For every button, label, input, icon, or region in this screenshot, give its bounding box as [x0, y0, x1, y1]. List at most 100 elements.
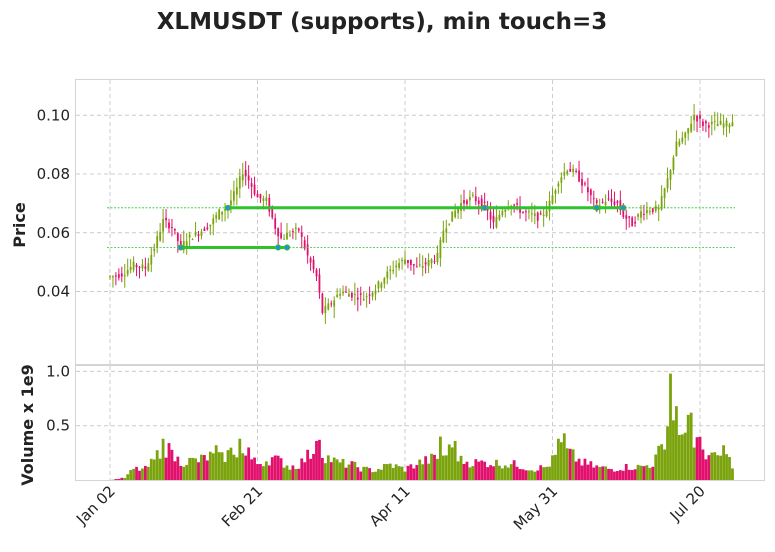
candle-body	[330, 303, 333, 305]
candle-body	[557, 183, 560, 187]
candle-body	[250, 183, 253, 187]
candle-body	[548, 200, 551, 212]
support-touch-point	[283, 244, 291, 251]
volume-bar	[495, 459, 498, 480]
volume-bar	[377, 469, 380, 480]
volume-bar	[554, 454, 557, 480]
volume-bar	[610, 469, 613, 480]
volume-bar	[565, 448, 569, 480]
candle-body	[584, 183, 586, 185]
volume-bar	[731, 468, 734, 480]
volume-bar	[480, 460, 484, 480]
candle-body	[705, 121, 707, 124]
candle-body	[221, 211, 223, 215]
volume-bar	[728, 457, 731, 480]
candle-body	[604, 201, 607, 206]
volume-bar	[146, 466, 150, 480]
candle-body	[247, 175, 250, 181]
volume-bar	[152, 459, 156, 480]
volume-bar	[571, 449, 575, 480]
volume-bar	[592, 467, 596, 480]
volume-bar	[604, 466, 607, 480]
volume-bar	[382, 464, 386, 480]
price-panel	[75, 79, 765, 365]
candle-body	[407, 259, 409, 264]
candle-body	[536, 212, 539, 221]
candle-body	[669, 170, 672, 180]
volume-bar	[149, 458, 153, 480]
candle-body	[309, 257, 312, 263]
volume-bar	[533, 471, 537, 480]
volume-bar	[648, 467, 652, 480]
volume-bar	[677, 434, 681, 480]
candle-body	[489, 211, 492, 220]
volume-bar	[253, 457, 256, 480]
volume-bar	[138, 470, 141, 480]
candle-body	[713, 121, 716, 123]
volume-bar	[185, 464, 189, 480]
candle-body	[589, 189, 592, 196]
candle-body	[324, 306, 327, 314]
candle-body	[427, 259, 430, 267]
volume-bar	[618, 470, 622, 480]
volume-bar	[332, 457, 336, 480]
volume-bar	[385, 464, 389, 480]
candle-body	[551, 195, 554, 204]
volume-bar	[492, 466, 495, 480]
candle-body	[610, 198, 613, 202]
volume-bar	[613, 471, 616, 480]
volume-bar	[430, 453, 433, 480]
candle-body	[297, 228, 300, 231]
volume-bar	[235, 457, 239, 480]
candle-body	[117, 274, 120, 278]
candle-body	[469, 197, 471, 201]
candle-body	[631, 217, 634, 227]
candle-body	[312, 259, 315, 270]
volume-bar	[545, 466, 548, 480]
candle-body	[194, 231, 197, 236]
candle-body	[412, 264, 415, 266]
candle-body	[528, 211, 530, 213]
candle-body	[578, 170, 580, 182]
volume-bar	[312, 453, 315, 480]
volume-bar	[391, 467, 395, 480]
volume-bar	[468, 467, 472, 480]
candle-body	[339, 294, 341, 296]
candle-body	[300, 232, 303, 238]
candle-body	[120, 273, 123, 277]
candle-body	[259, 194, 262, 199]
volume-y-ticks: 0.5 1.0	[46, 362, 70, 434]
candle-body	[560, 177, 563, 183]
candle-body	[345, 291, 347, 293]
volume-bar	[220, 452, 224, 480]
candle-body	[625, 215, 628, 219]
candle-body	[374, 290, 377, 295]
volume-bar	[645, 465, 649, 480]
volume-bar	[120, 477, 124, 480]
candle-body	[581, 179, 583, 186]
volume-bar	[297, 468, 301, 480]
candle-body	[174, 228, 176, 231]
volume-bar	[692, 447, 696, 480]
volume-bar	[439, 436, 442, 480]
candle-body	[445, 228, 448, 233]
candle-body	[504, 209, 507, 212]
candle-body	[280, 233, 282, 239]
volume-bar	[509, 464, 513, 480]
volume-bar	[453, 440, 457, 480]
candle-body	[492, 215, 495, 223]
candle-body	[197, 234, 200, 237]
volume-bar	[557, 438, 560, 480]
volume-bar	[291, 465, 295, 480]
volume-bar	[270, 457, 274, 480]
candle-body	[424, 262, 427, 265]
volume-bar	[144, 465, 147, 480]
candle-body	[622, 208, 625, 217]
volume-bar	[167, 443, 171, 480]
volume-bar	[321, 457, 324, 480]
volume-bar	[262, 466, 265, 480]
volume-bar	[359, 471, 363, 480]
volume-bar	[536, 470, 540, 480]
candle-body	[643, 213, 645, 215]
candle-body	[230, 200, 232, 206]
